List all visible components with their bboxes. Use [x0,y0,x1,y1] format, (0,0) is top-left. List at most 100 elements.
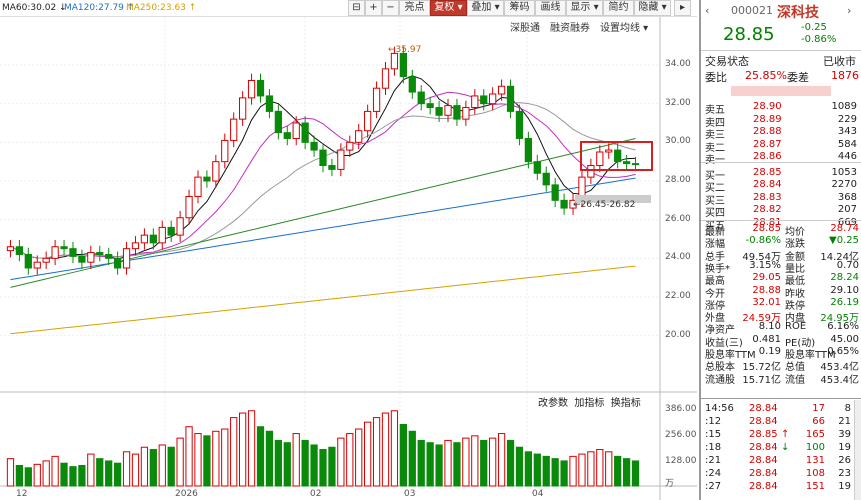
stat-value: 0.19 [758,346,781,357]
highlight-button[interactable]: 亮点 [399,0,430,16]
tick-volume: 100 [805,442,825,453]
stat-label: 最新 [705,227,725,238]
volume-bar [194,433,202,487]
back-icon[interactable]: ‹ [705,4,710,17]
chips-button[interactable]: 筹码 [504,0,535,16]
date-label: 12 [16,489,28,499]
stat-label: 净资产 [705,325,735,337]
tick-volume: 17 [812,403,825,414]
volume-bar [247,410,256,487]
volume-bar [578,453,586,487]
orderbook-volume: 669 [837,216,857,228]
orderbook-label: 买四 [705,208,725,219]
vol-axis-unit: 万 [665,479,675,489]
volume-bar [533,453,541,487]
orderbook-price[interactable]: 28.86 [753,151,782,162]
forward-icon[interactable]: › [847,4,852,17]
stat-value: 28.74 [830,223,859,234]
volume-bar [381,412,390,487]
margin-link[interactable]: 融资融券 [550,23,590,34]
price-axis-label: 30.00 [665,136,691,147]
orderbook-price[interactable]: 28.83 [753,191,782,203]
volume-bar [283,442,291,487]
ma120-line [10,177,636,281]
orderbook-price[interactable]: 28.88 [753,126,782,137]
candle-body [292,122,300,139]
wc-label: 委差 [787,71,809,84]
candle-body [185,195,193,219]
volume-bar [203,435,211,487]
candle-body [417,91,425,105]
switch-indicator-link[interactable]: 换指标 [610,398,641,409]
add-indicator-link[interactable]: 加指标 [574,398,605,409]
orderbook-price[interactable]: 28.81 [753,216,782,228]
volume-bar [42,460,50,487]
high-annotation: ←35.97 [388,45,422,55]
stat-value: 29.10 [830,284,859,296]
volume-bar [355,428,363,487]
orderbook-price[interactable]: 28.85 [753,166,782,178]
tick-count: 39 [838,429,851,440]
price-axis-label: 28.00 [665,175,691,185]
zoom-in-button[interactable]: + [365,0,382,16]
orderbook-volume: 1089 [831,101,857,112]
stat-label: 跌停 [785,300,805,312]
candle-body [194,176,202,197]
candle-body [149,234,157,244]
volume-bar [426,442,434,487]
zoom-out-button[interactable]: − [382,0,399,16]
stat-value: 453.4亿 [820,374,859,386]
volume-bar [462,437,470,487]
expand-icon[interactable]: ▸ [674,0,691,16]
volume-bar [6,458,15,487]
orderbook-price[interactable]: 28.84 [753,179,782,190]
volume-bar [239,412,247,487]
orderbook-price[interactable]: 28.82 [753,204,782,215]
stat-value: 28.24 [830,272,859,284]
volume-bar [60,462,68,487]
candle-body [542,172,550,186]
volume-bar [113,462,122,487]
candle-body [24,253,32,269]
orderbook-price[interactable]: 28.87 [753,138,782,150]
tick-price: 28.84 [749,442,778,453]
price-change: -0.25 [801,22,827,33]
orderbook-label: 卖二 [705,142,725,154]
stat-label: 换手* [705,263,730,275]
orderbook-volume: 2270 [831,179,857,190]
candle-body [453,105,461,120]
orderbook-label: 卖四 [705,117,725,129]
ticks-scrollbar[interactable] [854,400,861,500]
candle-body [497,85,506,95]
candle-body [310,141,318,151]
tick-price: 28.84 [749,403,778,414]
kline-chart[interactable] [0,17,697,500]
simple-button[interactable]: 简约 [603,0,634,16]
draw-line-button[interactable]: 画线 [535,0,566,16]
volume-bar [149,449,157,487]
orderbook-price[interactable]: 28.89 [753,113,782,125]
candle-body [6,246,15,252]
candle-body [87,252,95,263]
hk-connect-link[interactable]: 深股通 [510,23,540,34]
date-label: 2026 [175,489,198,499]
ma-settings-dropdown[interactable]: 设置均线 ▾ [600,23,649,34]
tick-price: 28.84 [749,481,778,492]
overlay-button[interactable]: 叠加 ▾ [467,0,504,16]
candle-body [158,226,166,244]
adjust-button[interactable]: 复权 ▾ [430,0,467,16]
orderbook-price[interactable]: 28.90 [753,101,782,112]
orderbook-volume: 1053 [831,166,857,178]
minimize-icon[interactable]: ⊟ [348,0,365,16]
orderbook-label: 卖一 [705,155,725,166]
stat-label: 收益(三) [705,337,743,349]
hide-button[interactable]: 隐藏 ▾ [634,0,671,16]
price-axis-label: 32.00 [665,97,691,108]
stat-label: 金额 [785,251,805,263]
display-button[interactable]: 显示 ▾ [566,0,603,16]
volume-bar [399,423,407,487]
volume-bar [319,449,327,487]
volume-bar [524,451,533,487]
candle-body [42,257,50,263]
edit-params-link[interactable]: 改参数 [538,398,568,409]
